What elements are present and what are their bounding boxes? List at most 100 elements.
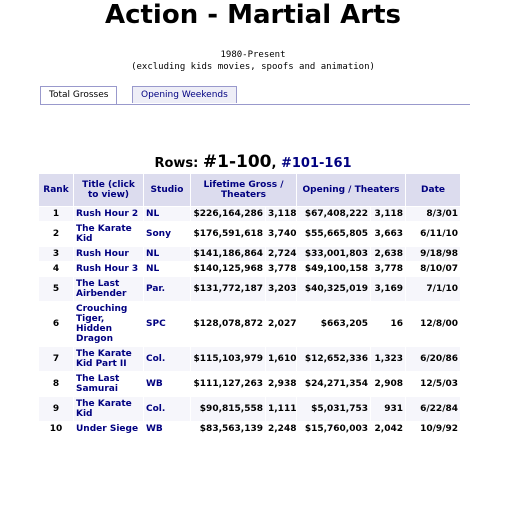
table-body: 1 Rush Hour 2 NL $226,164,286 3,118 $67,408,2… [38, 206, 462, 437]
tab-active[interactable]: Total Grosses [40, 86, 118, 104]
table-row: 2 The Karate Kid Sony $176,591,618 3,740 $55,… [38, 221, 462, 247]
opening-gross: $12,652,336 [296, 346, 372, 372]
opening-gross: $55,665,805 [296, 221, 372, 247]
table-row: 7 The Karate Kid Part II Col. $115,103,979 1… [38, 346, 462, 372]
table-row: 6 Crouching Tiger, Hidden Dragon SPC $128,0… [38, 301, 462, 347]
studio: Sony [143, 221, 191, 247]
studio: Col. [143, 346, 191, 372]
date: 8/10/07 [405, 261, 462, 277]
rank: 9 [38, 396, 74, 422]
rank: 6 [38, 301, 74, 347]
rows-separator: , [271, 156, 277, 171]
date: 7/1/10 [405, 276, 462, 302]
title[interactable]: The Karate Kid [73, 396, 144, 422]
date: 10/9/92 [405, 421, 462, 437]
column-header: Date [405, 173, 462, 207]
lifetime-gross: $176,591,618 [190, 221, 266, 247]
rank: 3 [38, 246, 74, 262]
studio: WB [143, 421, 191, 437]
rank: 1 [38, 206, 74, 222]
opening-gross: $67,408,222 [296, 206, 372, 222]
studio: Par. [143, 276, 191, 302]
subtitle-note: (excluding kids movies, spoofs and anima… [131, 62, 375, 72]
rank: 8 [38, 371, 74, 397]
opening-theaters: 3,118 [370, 206, 407, 222]
grosses-table: Rank Title (click to view) Studio Lifetime … [38, 173, 462, 437]
studio: NL [143, 206, 191, 222]
title[interactable]: Rush Hour 3 [73, 261, 144, 277]
title[interactable]: The Last Airbender [73, 276, 144, 302]
studio: WB [143, 371, 191, 397]
date: 9/18/98 [405, 246, 462, 262]
opening-theaters: 3,663 [370, 221, 407, 247]
page-title: Action - Martial Arts [104, 0, 402, 30]
lifetime-gross: $141,186,864 [190, 246, 266, 262]
rows-label: Rows: [154, 156, 199, 171]
title[interactable]: Rush Hour [73, 246, 144, 262]
title[interactable]: Rush Hour 2 [73, 206, 144, 222]
lifetime-theaters: 2,938 [264, 371, 298, 397]
title[interactable]: Crouching Tiger, Hidden Dragon [73, 301, 144, 347]
opening-gross: $49,100,158 [296, 261, 372, 277]
column-header[interactable]: Title (click to view) [73, 173, 144, 207]
opening-theaters: 2,908 [370, 371, 407, 397]
rank: 4 [38, 261, 74, 277]
date: 8/3/01 [405, 206, 462, 222]
studio: NL [143, 246, 191, 262]
opening-gross: $5,031,753 [296, 396, 372, 422]
rank: 2 [38, 221, 74, 247]
date: 6/22/84 [405, 396, 462, 422]
title[interactable]: The Karate Kid [73, 221, 144, 247]
table-row: 4 Rush Hour 3 NL $140,125,968 3,778 $49,100,1… [38, 261, 462, 277]
studio: SPC [143, 301, 191, 347]
subtitle: 1980-Present [220, 50, 286, 60]
lifetime-gross: $131,772,187 [190, 276, 266, 302]
tab[interactable]: Opening Weekends [132, 86, 237, 103]
lifetime-theaters: 3,778 [264, 261, 298, 277]
table-row: 8 The Last Samurai WB $111,127,263 2,938 $24,… [38, 371, 462, 397]
opening-gross: $15,760,003 [296, 421, 372, 437]
rows-link[interactable]: #101-161 [280, 156, 352, 171]
lifetime-theaters: 3,740 [264, 221, 298, 247]
opening-theaters: 3,169 [370, 276, 407, 302]
lifetime-theaters: 2,027 [264, 301, 298, 347]
lifetime-gross: $128,078,872 [190, 301, 266, 347]
column-header: Studio [143, 173, 191, 207]
lifetime-gross: $115,103,979 [190, 346, 266, 372]
opening-gross: $40,325,019 [296, 276, 372, 302]
opening-gross: $663,205 [296, 301, 372, 347]
table-row: 5 The Last Airbender Par. $131,772,187 3,203… [38, 276, 462, 302]
lifetime-gross: $111,127,263 [190, 371, 266, 397]
table-row: 1 Rush Hour 2 NL $226,164,286 3,118 $67,408,2… [38, 206, 462, 222]
lifetime-theaters: 3,203 [264, 276, 298, 302]
lifetime-gross: $90,815,558 [190, 396, 266, 422]
lifetime-theaters: 1,610 [264, 346, 298, 372]
opening-gross: $24,271,354 [296, 371, 372, 397]
lifetime-gross: $140,125,968 [190, 261, 266, 277]
date: 12/5/03 [405, 371, 462, 397]
lifetime-theaters: 3,118 [264, 206, 298, 222]
rank: 10 [38, 421, 74, 437]
studio: Col. [143, 396, 191, 422]
title[interactable]: The Karate Kid Part II [73, 346, 144, 372]
opening-theaters: 2,638 [370, 246, 407, 262]
header-row: Rank Title (click to view) Studio Lifetime … [38, 173, 462, 207]
rank: 7 [38, 346, 74, 372]
lifetime-gross: $83,563,139 [190, 421, 266, 437]
rows-nav: Rows: #1-100, #101-161 [0, 152, 506, 172]
date: 12/8/00 [405, 301, 462, 347]
date: 6/20/86 [405, 346, 462, 372]
opening-theaters: 1,323 [370, 346, 407, 372]
lifetime-theaters: 2,248 [264, 421, 298, 437]
lifetime-theaters: 1,111 [264, 396, 298, 422]
table-row: 3 Rush Hour NL $141,186,864 2,724 $33,001,803… [38, 246, 462, 262]
opening-gross: $33,001,803 [296, 246, 372, 262]
rows-current: #1-100 [202, 152, 272, 172]
tab-bar: Total Grosses Opening Weekends [40, 86, 470, 105]
table-row: 9 The Karate Kid Col. $90,815,558 1,111 $5,03… [38, 396, 462, 422]
title[interactable]: Under Siege [73, 421, 144, 437]
opening-theaters: 2,042 [370, 421, 407, 437]
title[interactable]: The Last Samurai [73, 371, 144, 397]
lifetime-theaters: 2,724 [264, 246, 298, 262]
